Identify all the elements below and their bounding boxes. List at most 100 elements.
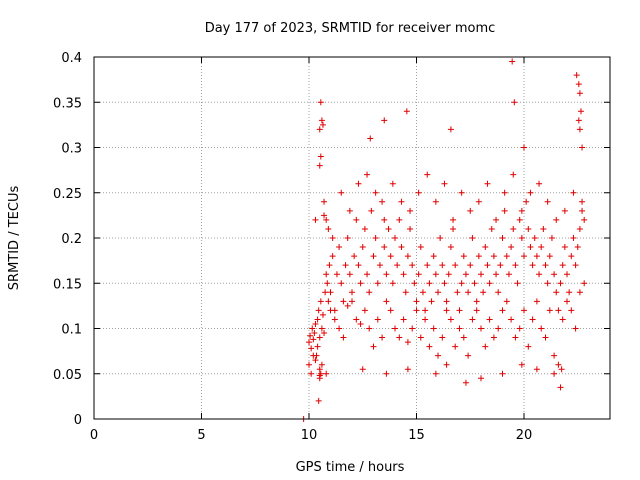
data-point [325,298,332,305]
data-point [577,108,584,115]
data-point [338,280,345,287]
data-point [576,289,583,296]
data-point [316,334,323,341]
data-point [359,244,366,251]
data-point [572,262,579,269]
data-point [422,307,429,314]
data-point [376,262,383,269]
data-point [372,235,379,241]
data-point [409,325,416,332]
data-point [478,271,484,278]
data-point [501,207,508,214]
data-point [462,379,469,386]
data-point [581,280,588,287]
data-point [575,117,582,124]
data-point [568,307,575,314]
data-point [516,216,523,223]
data-point [359,366,366,373]
data-point [413,307,420,314]
data-point [323,216,330,223]
y-tick-label: 0.1 [61,323,82,338]
y-tick-label: 0 [74,413,82,428]
data-point [510,171,517,178]
data-point [536,180,543,187]
axis-ticks: 0 5 10 15 20 0 0.05 0.1 0.15 0.2 0.25 0.3 0.35 0.4 [53,51,610,443]
data-point [482,244,489,251]
data-point [557,384,564,391]
data-point [312,216,319,223]
data-point [570,189,577,196]
data-point [486,316,493,323]
data-point [501,189,508,196]
x-tick-label: 20 [516,428,533,443]
data-point [450,225,457,232]
data-point [469,235,476,241]
data-point [424,171,431,178]
data-point [499,307,506,314]
data-point [447,316,454,323]
data-point [575,81,582,88]
data-point [325,225,332,232]
data-point [458,189,465,196]
data-point [579,207,586,214]
data-point [505,271,512,278]
data-point [318,361,325,368]
data-point [544,280,551,287]
data-point [525,225,532,232]
data-point [469,316,476,323]
data-point [383,271,390,278]
data-point [475,198,482,205]
data-point [413,298,420,305]
data-point [322,289,329,296]
data-point [351,253,358,260]
data-point [370,343,377,350]
x-tick-label: 15 [408,428,425,443]
data-point [364,171,371,178]
data-point [572,325,579,332]
y-tick-label: 0.35 [53,96,82,111]
data-point [346,271,353,278]
data-point [381,117,388,124]
data-point [310,336,317,343]
data-point [581,216,588,223]
data-point [381,244,388,251]
data-point [544,198,551,205]
data-point [310,352,317,359]
data-point [312,320,319,327]
data-point [316,162,323,169]
data-point [389,280,396,287]
data-point [361,225,368,232]
data-point [493,216,500,223]
data-point [344,302,351,309]
data-point [503,298,510,305]
data-point [368,207,375,214]
data-point [551,352,558,359]
data-point [372,189,379,196]
data-point [579,198,586,205]
data-point [316,366,323,373]
data-point [314,316,321,323]
data-point [374,316,381,323]
data-point [542,262,549,269]
data-point [314,343,321,350]
data-point [392,325,398,332]
data-point [316,372,323,379]
data-point [422,316,429,323]
data-point [318,325,325,332]
data-point [409,262,416,269]
data-point [538,244,545,251]
data-point [559,316,566,323]
data-point [531,235,538,241]
data-point [333,271,340,278]
data-point [317,99,324,106]
data-point [546,307,553,314]
data-point [367,135,374,142]
data-point [576,225,583,232]
data-point [317,153,324,160]
data-point [558,366,565,373]
data-point [564,298,570,305]
data-point [342,262,349,269]
data-point [426,343,433,350]
data-point [326,262,333,269]
y-tick-label: 0.2 [61,232,82,247]
